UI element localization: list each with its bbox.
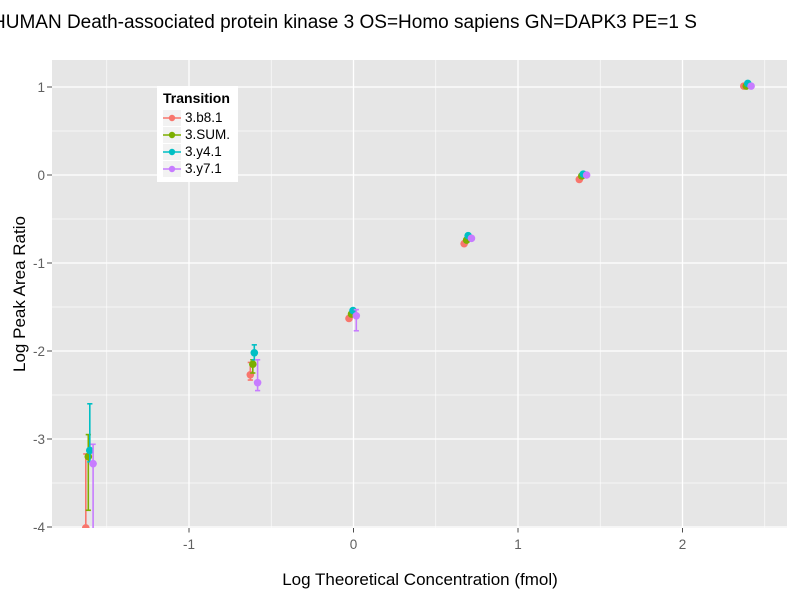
data-point (352, 312, 361, 320)
data-point (253, 378, 262, 387)
legend-key-icon (163, 160, 181, 177)
data-point (86, 446, 94, 455)
chart-title: HUMAN Death-associated protein kinase 3 … (0, 12, 697, 33)
y-tick-label: -2 (32, 344, 45, 359)
x-tick-label: 2 (678, 537, 687, 552)
x-axis-title: Log Theoretical Concentration (fmol) (282, 570, 558, 589)
legend-rows: 3.b8.1 3.SUM. 3.y4.1 3.y7.1 (163, 109, 230, 177)
legend-item-3.y4.1: 3.y4.1 (163, 143, 230, 160)
data-point (82, 524, 90, 528)
y-tick-label: 1 (37, 80, 45, 95)
legend-label: 3.y7.1 (185, 161, 222, 176)
series-3.y7.1 (89, 82, 755, 528)
y-tick-label: -4 (32, 520, 45, 535)
x-tick-label: -1 (182, 537, 196, 552)
legend-label: 3.SUM. (185, 127, 231, 142)
data-point (467, 234, 476, 243)
y-tick-label: -1 (32, 256, 45, 271)
data-point (249, 360, 257, 369)
legend-item-3.b8.1: 3.b8.1 (163, 109, 230, 126)
legend: Transition 3.b8.1 3.SUM. 3.y4.1 3.y7.1 (157, 86, 239, 182)
y-tick-label: 0 (37, 168, 45, 183)
y-axis-title: Log Peak Area Ratio (10, 216, 29, 372)
legend-label: 3.y4.1 (185, 144, 222, 159)
legend-item-3.SUM.: 3.SUM. (163, 126, 230, 143)
y-tick-label: -3 (32, 432, 45, 447)
legend-key-icon (163, 109, 181, 126)
data-point (747, 82, 755, 90)
legend-label: 3.b8.1 (185, 110, 223, 125)
data-point (250, 348, 259, 357)
data-point (89, 459, 97, 468)
legend-key-icon (163, 143, 181, 160)
legend-item-3.y7.1: 3.y7.1 (163, 160, 230, 177)
x-tick-label: 1 (514, 537, 522, 552)
legend-title: Transition (163, 90, 230, 106)
x-tick-label: 0 (349, 537, 358, 552)
legend-key-icon (163, 126, 181, 143)
data-point (582, 171, 591, 179)
